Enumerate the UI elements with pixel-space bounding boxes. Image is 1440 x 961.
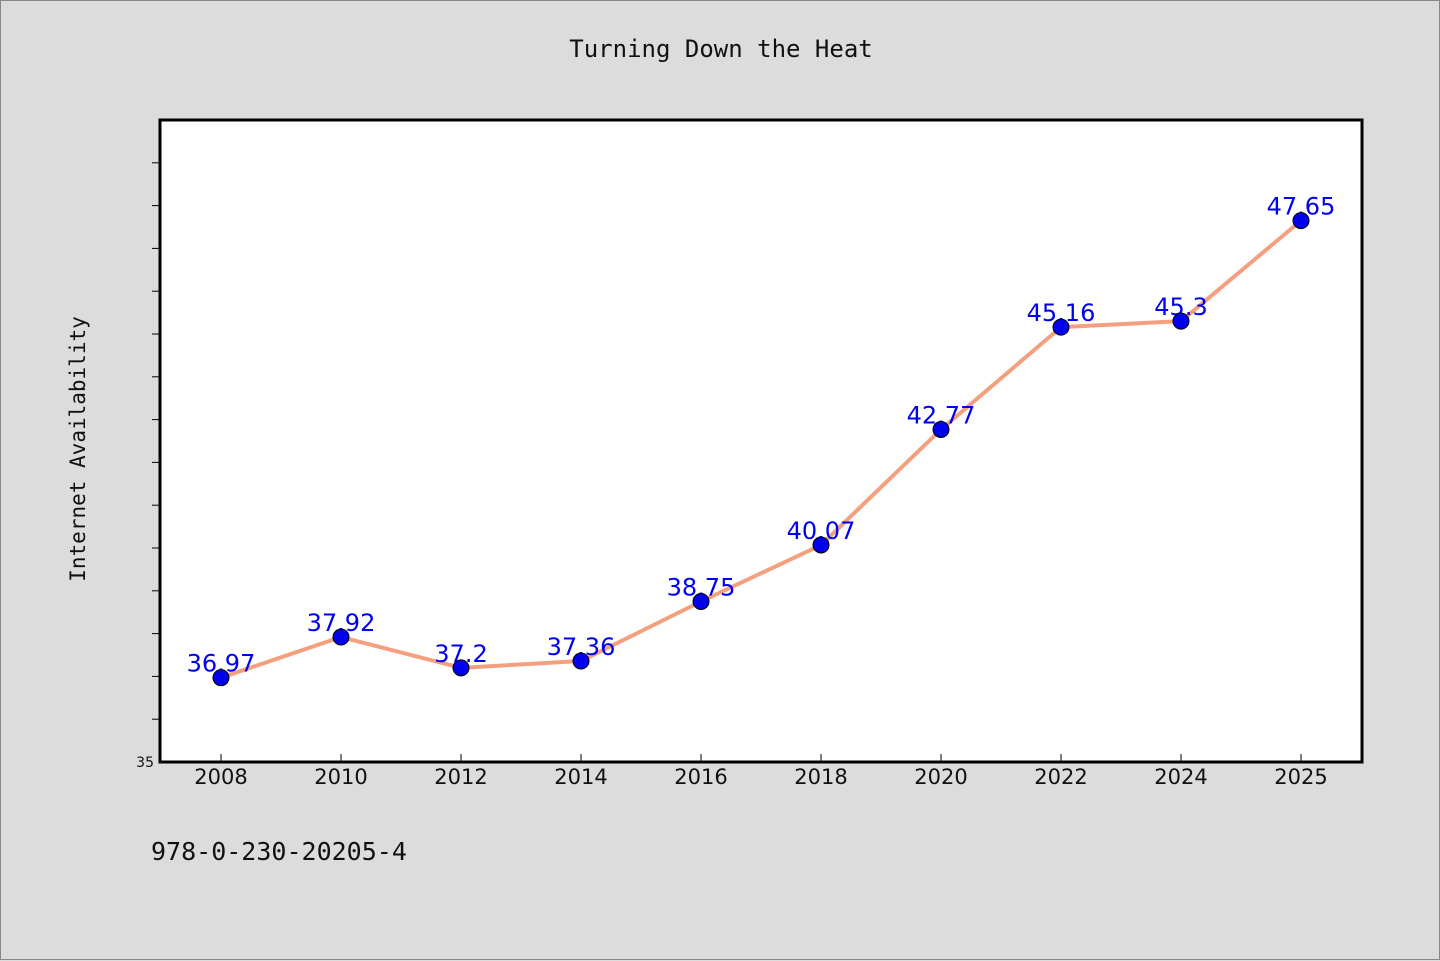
x-axis-ticks: 2008 2010 2012 2014 2016 2018 2020 2022 2024 2025 [194,754,1328,789]
data-point [932,420,950,438]
footer-code: 978-0-230-20205-4 [151,837,407,866]
series-line-segment [699,543,823,604]
x-tick-label: 2022 [1034,765,1087,789]
data-point [332,628,350,646]
x-tick-label: 2014 [554,765,607,789]
series-line-segment [939,325,1063,432]
series-line-segment [219,635,343,680]
data-point [212,669,230,687]
y-tick-label: 35 [136,755,154,771]
x-tick-label: 2010 [314,765,367,789]
data-point [572,652,590,670]
series-line-segment [1179,218,1303,324]
series-line-segment [579,599,703,663]
series-points [212,212,1310,687]
series-line-segment [1059,319,1183,330]
series-line-segment [339,635,463,670]
data-point [452,659,470,677]
x-tick-label: 2008 [194,765,247,789]
data-point [692,593,710,610]
x-tick-label: 2024 [1154,765,1207,789]
x-tick-label: 2018 [794,765,847,789]
data-point [812,536,830,554]
series-line-segment [459,658,583,670]
data-point [1172,312,1190,330]
y-axis-ticks: 35 [136,162,160,771]
series-lines [219,218,1303,680]
chart-title: Turning Down the Heat [569,35,873,63]
plot-background [158,118,1364,764]
series-line-segment [819,427,943,548]
x-tick-label: 2020 [914,765,967,789]
data-point [1052,318,1070,336]
data-point [1292,212,1310,230]
x-tick-label: 2025 [1274,765,1327,789]
x-tick-label: 2016 [674,765,727,789]
x-tick-label: 2012 [434,765,487,789]
